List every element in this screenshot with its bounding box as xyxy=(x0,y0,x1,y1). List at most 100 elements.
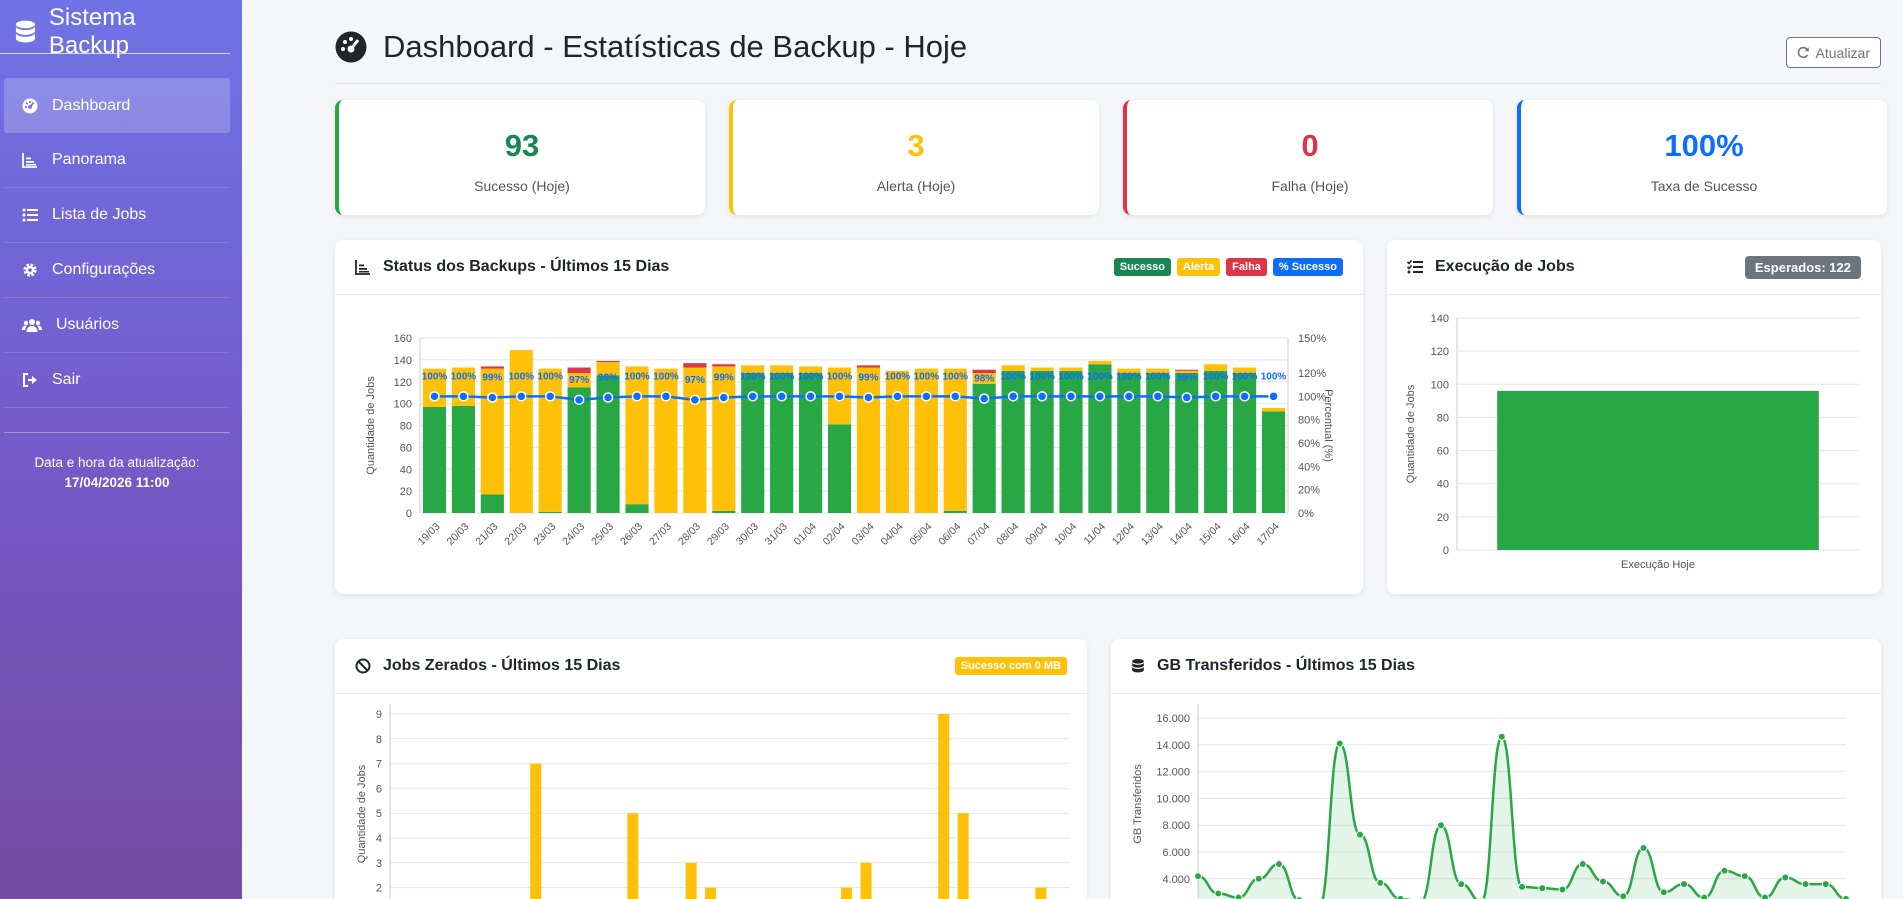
gb-point xyxy=(1659,888,1668,897)
y-tick-label: 4.000 xyxy=(1162,874,1190,886)
bar-warning xyxy=(1001,365,1025,371)
sidebar-item-panorama[interactable]: Panorama xyxy=(4,133,230,188)
rate-point xyxy=(834,391,845,402)
x-tick-label: 15/04 xyxy=(1197,521,1224,548)
y-tick-label: 2 xyxy=(376,883,382,895)
rate-point xyxy=(458,391,469,402)
rate-point-label: 100% xyxy=(885,371,911,382)
gb-point xyxy=(1700,893,1709,899)
rate-point xyxy=(487,392,498,403)
gb-point xyxy=(1558,885,1567,894)
sidebar-item-logout[interactable]: Sair xyxy=(4,353,230,408)
badge-rate: % Sucesso xyxy=(1272,258,1343,276)
gb-point xyxy=(1639,843,1648,852)
y-tick-label: 120 xyxy=(1431,346,1449,358)
bar-zero-jobs xyxy=(957,813,969,899)
bar-warning xyxy=(799,366,823,373)
bar-warning xyxy=(770,365,794,373)
zero-card-header: Jobs Zerados - Últimos 15 Dias Sucesso c… xyxy=(335,639,1087,694)
bar-warning xyxy=(885,370,909,513)
y2-tick-label: 150% xyxy=(1298,333,1326,345)
rate-point xyxy=(1094,391,1106,402)
x-tick-label: 09/04 xyxy=(1023,521,1050,548)
gb-point xyxy=(1801,880,1810,889)
x-tick-label: 08/04 xyxy=(994,521,1021,548)
bar-warning xyxy=(567,373,591,388)
bar-warning xyxy=(1204,364,1228,371)
y-tick-label: 40 xyxy=(1437,479,1449,491)
bar-warning xyxy=(712,366,736,511)
bar-success xyxy=(480,494,504,513)
x-tick-label: 22/03 xyxy=(502,521,529,548)
gb-point xyxy=(1194,872,1202,881)
gb-point xyxy=(1599,877,1607,886)
card-title: Jobs Zerados - Últimos 15 Dias xyxy=(383,657,621,674)
x-tick-label: 14/04 xyxy=(1168,521,1195,548)
bar-failure xyxy=(856,365,881,368)
rate-point xyxy=(718,392,730,403)
users-icon xyxy=(22,319,42,332)
sidebar-item-config[interactable]: Configurações xyxy=(4,243,230,298)
gb-point xyxy=(1275,860,1283,869)
y-tick-label: 6.000 xyxy=(1162,847,1190,859)
sidebar-item-jobs[interactable]: Lista de Jobs xyxy=(4,188,230,243)
update-label: Data e hora da atualização: xyxy=(34,455,200,470)
x-tick-label: 02/04 xyxy=(821,521,848,548)
bar-failure xyxy=(712,364,736,367)
stat-value: 0 xyxy=(1301,128,1319,163)
gb-point xyxy=(1740,872,1749,881)
bar-success xyxy=(422,406,447,513)
sidebar: Sistema Backup Dashboard Panorama Lista … xyxy=(0,0,242,899)
bar-success xyxy=(1030,370,1054,513)
y-tick-label: 5 xyxy=(376,808,382,820)
gb-point xyxy=(1396,894,1405,899)
x-tick-label: 04/04 xyxy=(878,521,905,548)
chart-area-icon xyxy=(22,153,37,168)
y-tick-label: 20 xyxy=(400,486,412,498)
refresh-button[interactable]: Atualizar xyxy=(1785,37,1881,68)
rate-point xyxy=(516,391,527,402)
gb-point xyxy=(1214,889,1223,898)
gb-point xyxy=(1335,739,1344,748)
gb-point xyxy=(1781,873,1790,882)
card-title: Execução de Jobs xyxy=(1435,258,1575,275)
y2-tick-label: 40% xyxy=(1298,461,1320,473)
stat-card-warning: 3 Alerta (Hoje) xyxy=(729,100,1099,215)
stat-card-success: 93 Sucesso (Hoje) xyxy=(335,100,705,215)
y-tick-label: 160 xyxy=(394,333,412,345)
gb-point xyxy=(1356,830,1364,839)
bar-zero-jobs xyxy=(860,862,872,899)
badge-warning: Alerta xyxy=(1176,258,1221,276)
refresh-icon xyxy=(1797,46,1809,59)
sidebar-item-users[interactable]: Usuários xyxy=(4,298,230,353)
y-tick-label: 140 xyxy=(1431,313,1449,325)
rate-point xyxy=(573,394,585,406)
x-tick-label: 21/03 xyxy=(473,521,500,548)
page-title: Dashboard - Estatísticas de Backup - Hoj… xyxy=(383,29,968,64)
y2-tick-label: 20% xyxy=(1298,485,1320,497)
rate-point-label: 97% xyxy=(685,375,705,386)
x-tick-label: 28/03 xyxy=(676,521,703,548)
brand[interactable]: Sistema Backup xyxy=(0,0,230,59)
stat-value: 100% xyxy=(1664,128,1744,163)
y-tick-label: 0 xyxy=(406,508,412,520)
x-tick-label: 20/03 xyxy=(444,521,471,548)
bar-success xyxy=(1146,373,1170,513)
gb-point xyxy=(1234,893,1243,899)
bar-success xyxy=(972,383,996,513)
bar-warning xyxy=(1030,367,1054,371)
y2-tick-label: 120% xyxy=(1298,368,1326,380)
stat-value: 3 xyxy=(907,128,925,163)
bar-warning xyxy=(509,350,533,513)
bar-success xyxy=(1001,370,1025,513)
rate-point xyxy=(1007,391,1019,402)
badge-success: Sucesso xyxy=(1113,258,1171,276)
gb-point xyxy=(1497,732,1506,741)
gb-point xyxy=(1821,880,1830,889)
x-tick-label: 23/03 xyxy=(531,521,558,548)
bar-warning xyxy=(1117,368,1141,373)
rate-point xyxy=(544,391,556,402)
status-card: Status dos Backups - Últimos 15 Dias Suc… xyxy=(335,240,1363,594)
sidebar-item-dashboard[interactable]: Dashboard xyxy=(4,78,230,133)
rate-point-label: 99% xyxy=(598,373,618,384)
